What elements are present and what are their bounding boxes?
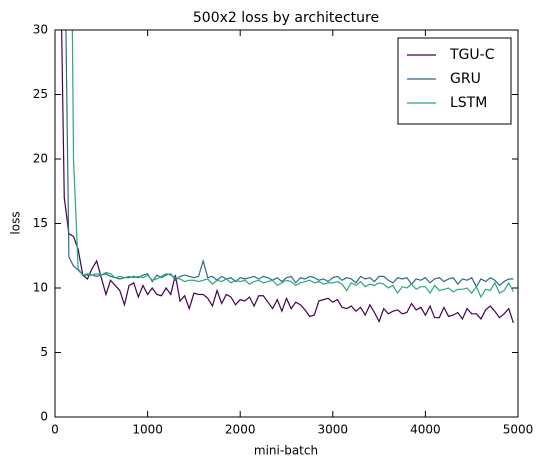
y-tick-label: 15: [33, 216, 48, 230]
x-tick-label: 5000: [503, 423, 534, 437]
y-axis-label: loss: [9, 211, 23, 234]
line-series: [61, 30, 514, 324]
y-tick-label: 5: [40, 345, 48, 359]
x-tick-label: 1000: [132, 423, 163, 437]
y-tick-label: 10: [33, 281, 48, 295]
x-tick-label: 2000: [225, 423, 256, 437]
x-axis-label: mini-batch: [254, 444, 318, 458]
legend-label: TGU-C: [449, 47, 495, 63]
y-tick-label: 25: [33, 87, 48, 101]
plot-lines: [61, 30, 514, 324]
y-tick-label: 0: [40, 410, 48, 424]
y-tick-label: 20: [33, 152, 48, 166]
x-tick-label: 3000: [318, 423, 349, 437]
line-series: [71, 30, 514, 299]
x-tick-label: 0: [51, 423, 59, 437]
legend-box: [397, 37, 512, 125]
chart-title: 500x2 loss by architecture: [193, 10, 379, 26]
legend-label: LSTM: [450, 95, 487, 111]
y-tick-label: 30: [33, 23, 48, 37]
x-tick-label: 4000: [410, 423, 441, 437]
legend-label: GRU: [450, 71, 481, 87]
